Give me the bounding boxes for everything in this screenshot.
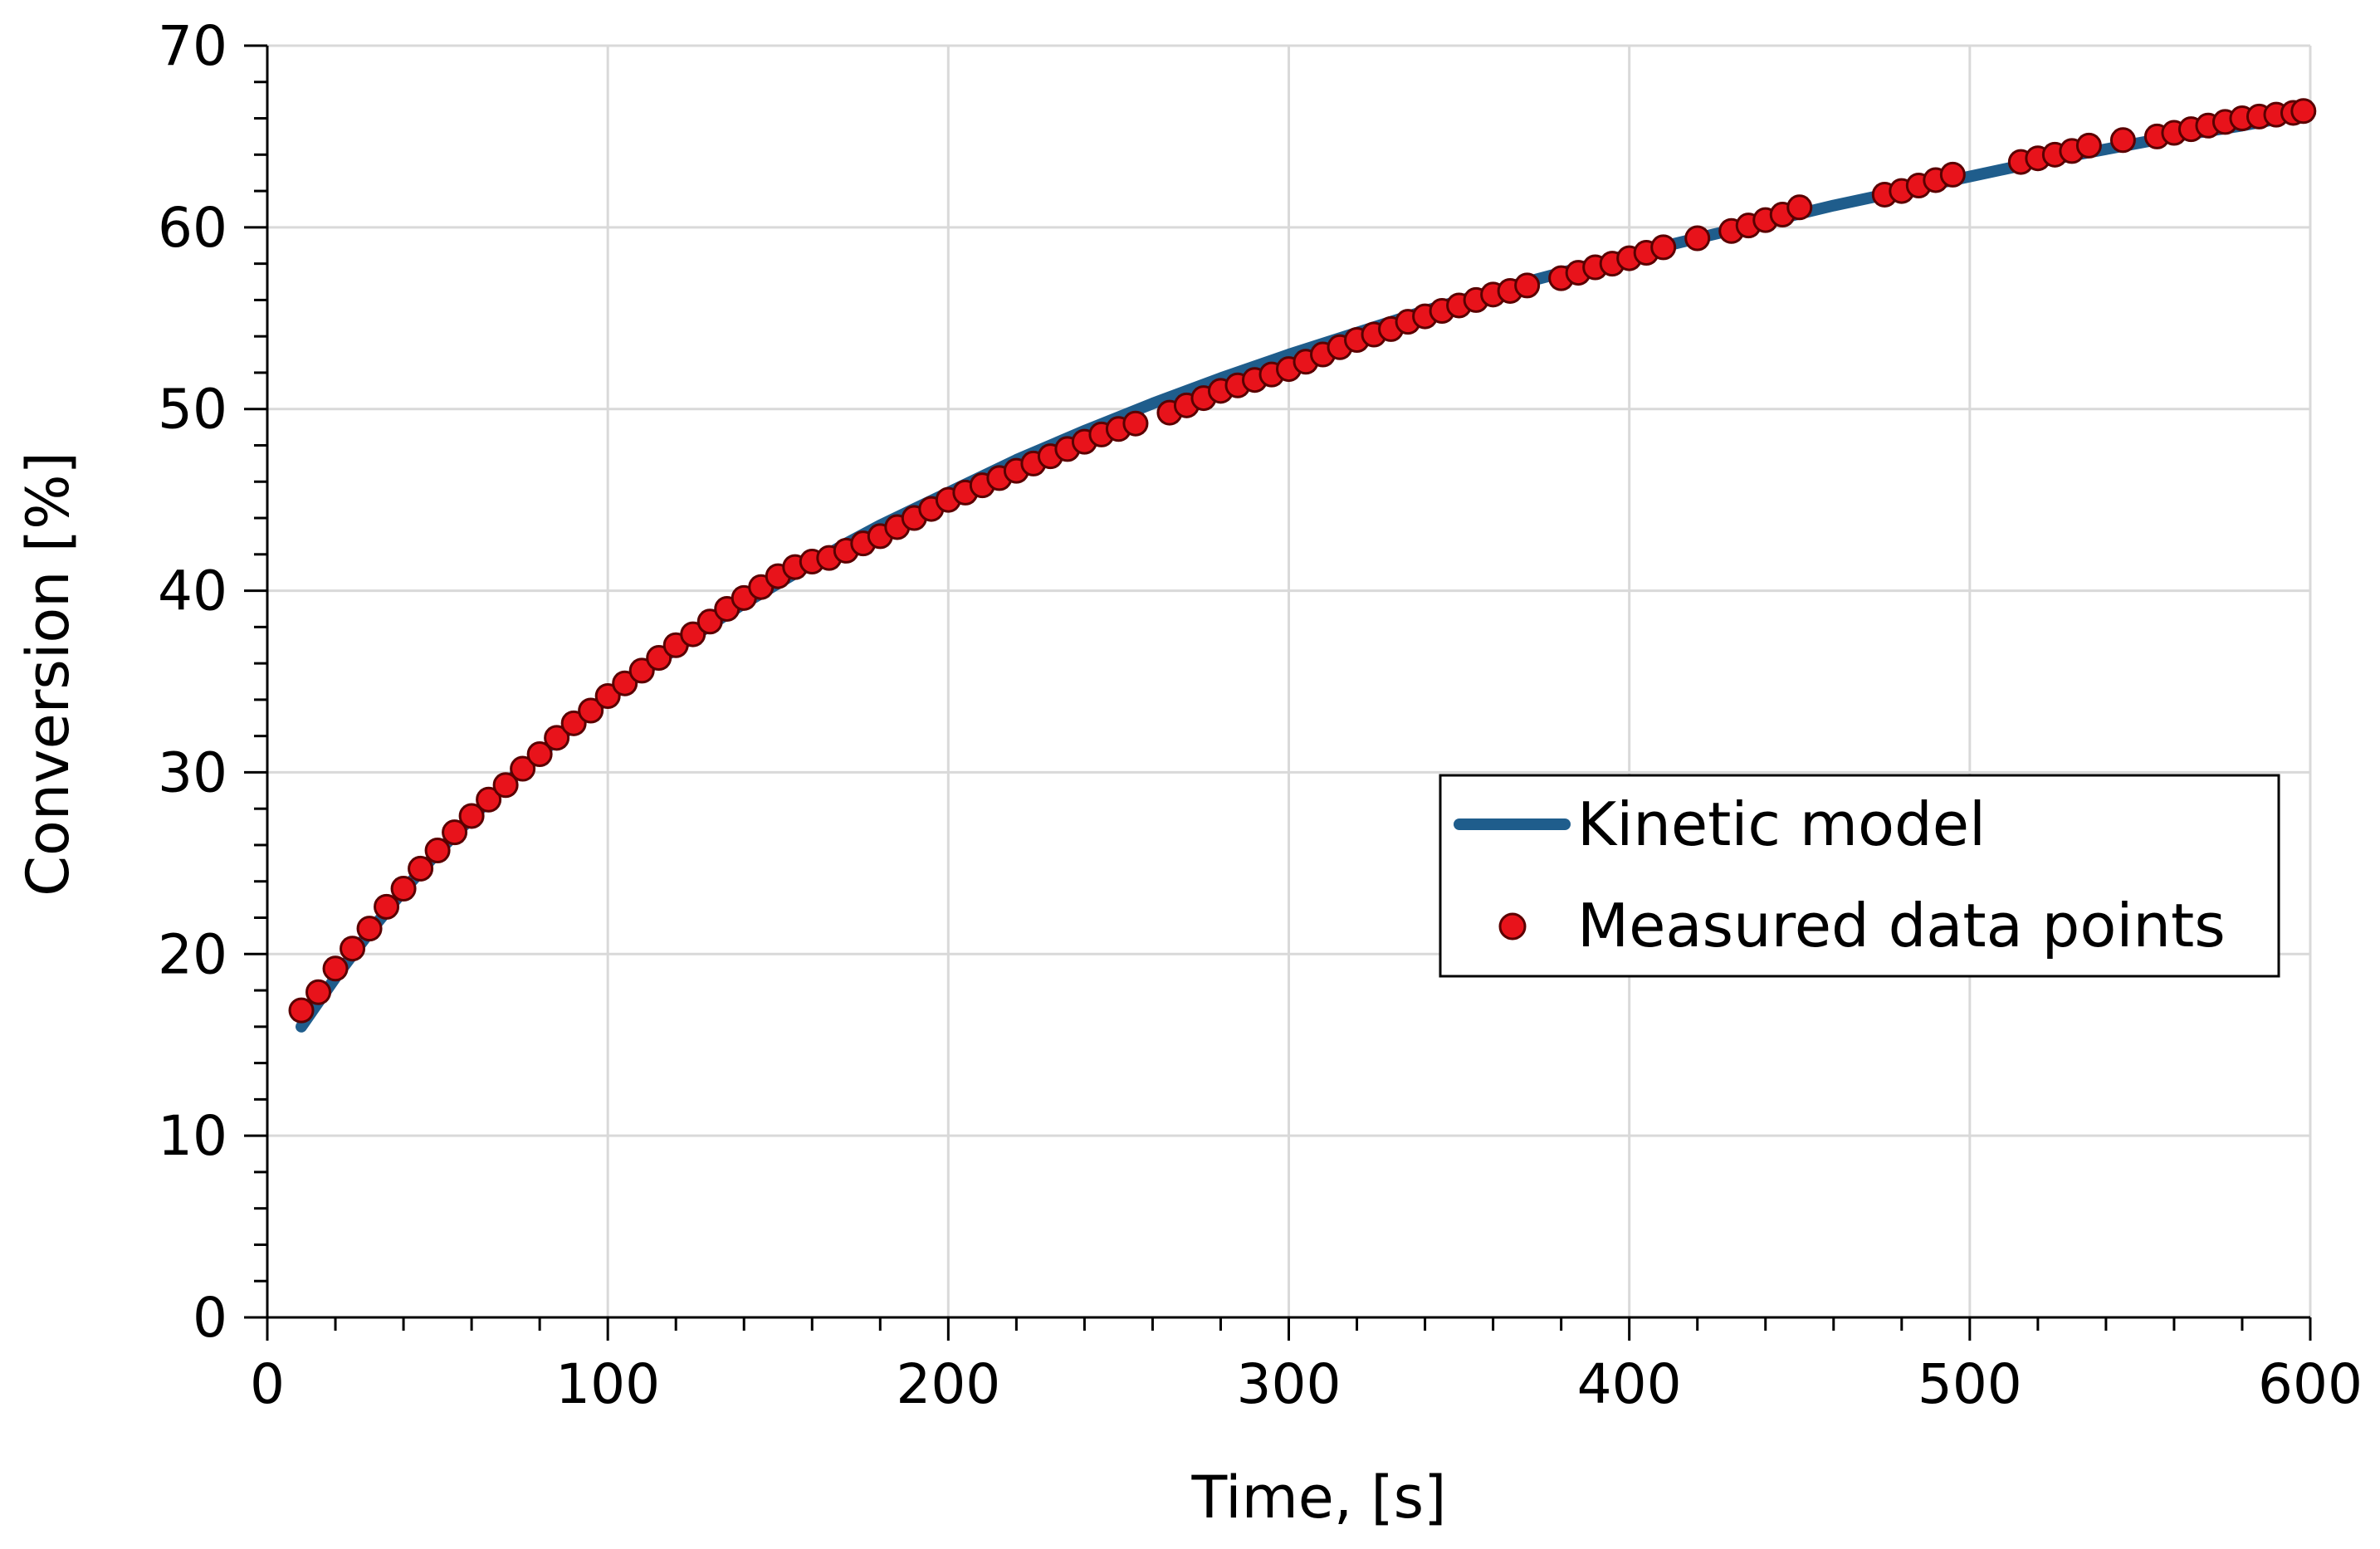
data-point <box>526 741 553 768</box>
data-point <box>646 645 672 672</box>
data-point <box>322 955 349 982</box>
data-point <box>1650 234 1677 261</box>
x-tick-label: 600 <box>2258 1352 2363 1416</box>
y-tick-label: 50 <box>158 378 227 442</box>
y-tick-label: 20 <box>158 922 227 986</box>
y-tick-label: 70 <box>158 14 227 78</box>
data-point <box>1122 410 1149 437</box>
y-tick-label: 60 <box>158 196 227 260</box>
x-tick-label: 200 <box>896 1352 1000 1416</box>
x-tick-label: 0 <box>250 1352 285 1416</box>
data-point <box>288 997 315 1024</box>
data-point <box>374 893 400 920</box>
data-point <box>408 855 434 882</box>
data-point <box>442 819 468 846</box>
data-point <box>1684 225 1711 252</box>
grid-lines <box>267 44 2312 1317</box>
data-point <box>560 710 587 736</box>
data-point <box>356 916 383 942</box>
x-axis-title: Time, [s] <box>1191 1463 1447 1532</box>
data-point <box>696 608 723 635</box>
data-point <box>1786 194 1813 221</box>
data-point <box>390 875 417 902</box>
legend: Kinetic model Measured data points <box>1439 774 2280 978</box>
data-point <box>424 838 451 864</box>
data-point <box>2075 132 2102 159</box>
x-tick-label: 500 <box>1918 1352 2022 1416</box>
data-point <box>458 803 485 829</box>
y-axis-title: Conversion [%] <box>14 452 82 897</box>
data-point <box>492 772 519 799</box>
y-tick-label: 30 <box>158 740 227 804</box>
x-tick-label: 300 <box>1237 1352 1341 1416</box>
axes <box>244 44 2312 1341</box>
data-point <box>594 683 621 710</box>
data-point <box>2109 127 2136 154</box>
data-point <box>340 936 366 962</box>
legend-marker-swatch <box>1498 912 1527 941</box>
measured-data-series <box>288 98 2317 1024</box>
data-point <box>628 657 655 684</box>
legend-box <box>1439 774 2280 978</box>
data-point <box>680 621 706 647</box>
data-point <box>305 979 332 1005</box>
legend-label-measured-data-points: Measured data points <box>1577 891 2226 960</box>
y-tick-label: 40 <box>158 559 227 623</box>
y-tick-label: 10 <box>158 1104 227 1168</box>
data-point <box>1939 161 1966 188</box>
data-point <box>612 670 638 696</box>
data-point <box>2290 98 2317 125</box>
data-point <box>544 725 570 751</box>
y-tick-label: 0 <box>193 1286 227 1350</box>
data-point <box>510 755 536 782</box>
x-tick-label: 400 <box>1577 1352 1682 1416</box>
tick-labels: 0 100 200 300 400 500 600 0 10 20 30 40 50 60 70 <box>158 14 2363 1416</box>
legend-label-kinetic-model: Kinetic model <box>1577 789 1986 859</box>
x-tick-label: 100 <box>555 1352 660 1416</box>
data-point <box>1514 272 1541 299</box>
data-point <box>578 697 604 724</box>
data-point <box>476 786 502 813</box>
